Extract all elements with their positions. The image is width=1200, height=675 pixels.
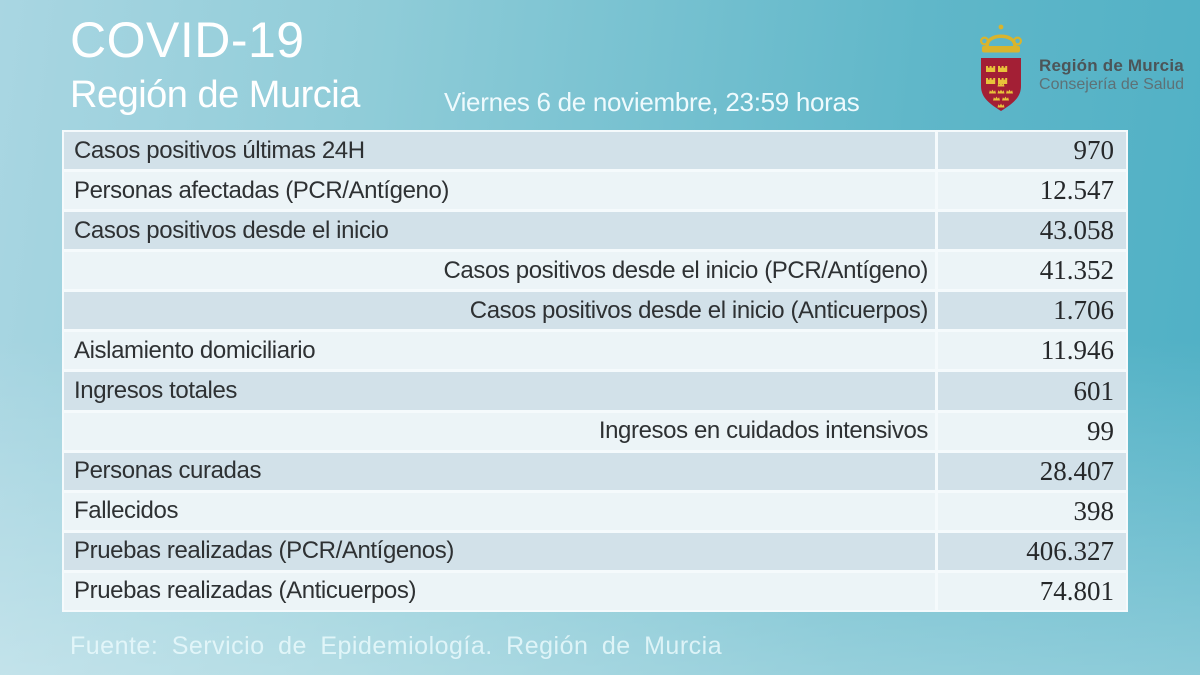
page-subtitle: Región de Murcia xyxy=(70,74,360,116)
table-row: Personas afectadas (PCR/Antígeno) 12.547 xyxy=(64,172,1126,210)
row-value: 1.706 xyxy=(938,292,1126,330)
row-label: Casos positivos desde el inicio (PCR/Ant… xyxy=(64,252,935,290)
table-row: Ingresos en cuidados intensivos 99 xyxy=(64,412,1126,450)
page-title: COVID-19 xyxy=(70,12,305,68)
row-label: Casos positivos últimas 24H xyxy=(64,132,935,170)
row-value: 11.946 xyxy=(938,332,1126,370)
row-label: Casos positivos desde el inicio xyxy=(64,212,935,250)
row-label: Personas curadas xyxy=(64,452,935,490)
row-label: Aislamiento domiciliario xyxy=(64,332,935,370)
murcia-crest-icon xyxy=(980,24,1023,111)
row-value: 12.547 xyxy=(938,172,1126,210)
data-table: Casos positivos últimas 24H 970 Personas… xyxy=(62,130,1128,612)
row-value: 601 xyxy=(938,372,1126,410)
row-value: 99 xyxy=(938,412,1126,450)
table-row: Pruebas realizadas (Anticuerpos) 74.801 xyxy=(64,572,1126,610)
source-note: Fuente: Servicio de Epidemiología. Regió… xyxy=(70,632,723,660)
row-value: 74.801 xyxy=(938,572,1126,610)
logo-dept-name: Consejería de Salud xyxy=(1039,76,1184,94)
row-value: 43.058 xyxy=(938,212,1126,250)
table-row: Casos positivos desde el inicio (PCR/Ant… xyxy=(64,252,1126,290)
table-row: Casos positivos desde el inicio 43.058 xyxy=(64,212,1126,250)
table-row: Aislamiento domiciliario 11.946 xyxy=(64,332,1126,370)
logo-org-name: Región de Murcia xyxy=(1039,56,1184,75)
row-value: 970 xyxy=(938,132,1126,170)
table-row: Casos positivos desde el inicio (Anticue… xyxy=(64,292,1126,330)
row-label: Fallecidos xyxy=(64,492,935,530)
report-datetime: Viernes 6 de noviembre, 23:59 horas xyxy=(444,87,860,117)
crest-crown xyxy=(980,24,1023,53)
row-label: Personas afectadas (PCR/Antígeno) xyxy=(64,172,935,210)
row-value: 41.352 xyxy=(938,252,1126,290)
logo-text: Región de Murcia Consejería de Salud xyxy=(1039,56,1184,95)
row-label: Ingresos totales xyxy=(64,372,935,410)
row-label: Pruebas realizadas (Anticuerpos) xyxy=(64,572,935,610)
table-row: Personas curadas 28.407 xyxy=(64,452,1126,490)
row-value: 406.327 xyxy=(938,532,1126,570)
row-value: 398 xyxy=(938,492,1126,530)
table-row: Casos positivos últimas 24H 970 xyxy=(64,132,1126,170)
table-row: Ingresos totales 601 xyxy=(64,372,1126,410)
row-label: Casos positivos desde el inicio (Anticue… xyxy=(64,292,935,330)
table-row: Fallecidos 398 xyxy=(64,492,1126,530)
table-row: Pruebas realizadas (PCR/Antígenos) 406.3… xyxy=(64,532,1126,570)
row-label: Ingresos en cuidados intensivos xyxy=(64,412,935,450)
row-label: Pruebas realizadas (PCR/Antígenos) xyxy=(64,532,935,570)
row-value: 28.407 xyxy=(938,452,1126,490)
region-murcia-logo: Región de Murcia Consejería de Salud xyxy=(970,20,1184,116)
